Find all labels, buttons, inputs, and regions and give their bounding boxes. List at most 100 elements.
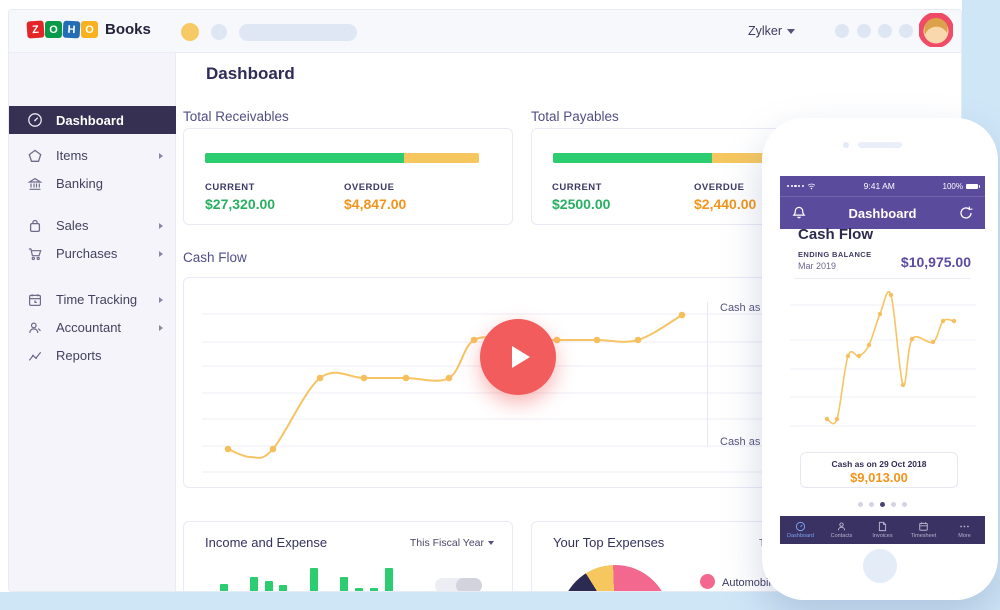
cashflow-side-label-top: Cash as o <box>720 302 770 314</box>
cashflow-section-label: Cash Flow <box>183 250 247 265</box>
document-icon <box>878 521 887 532</box>
bank-icon <box>27 177 43 190</box>
submenu-arrow-icon <box>159 296 163 303</box>
bell-icon[interactable] <box>791 205 807 221</box>
cashflow-side-label-bottom: Cash as o <box>720 436 770 448</box>
header-placeholder-pill <box>239 24 357 41</box>
gauge-icon <box>795 521 806 532</box>
tab-contacts[interactable]: Contacts <box>821 516 862 544</box>
sidebar-item-label: Dashboard <box>56 112 124 128</box>
header-icon-placeholder-3[interactable] <box>878 24 892 38</box>
fiscal-year-filter-label: This Fiscal Year <box>409 537 484 549</box>
overdue-amount: $4,847.00 <box>344 196 407 212</box>
phone-home-button[interactable] <box>863 549 897 583</box>
sidebar-item-label: Sales <box>56 218 89 233</box>
sidebar-item-label: Purchases <box>56 246 118 261</box>
sidebar-item-sales[interactable]: Sales <box>9 212 176 239</box>
income-expense-bar <box>385 568 393 591</box>
fiscal-year-filter[interactable]: This Fiscal Year <box>410 537 494 549</box>
phone-nav-bar: Dashboard <box>780 196 985 229</box>
phone-page-title: Dashboard <box>848 205 917 221</box>
refresh-icon[interactable] <box>958 205 974 221</box>
tab-label: Dashboard <box>787 533 814 539</box>
sidebar-item-label: Reports <box>56 348 102 363</box>
tab-label: Timesheet <box>910 533 937 539</box>
logo-product-name: Books <box>105 21 151 38</box>
page-dot <box>891 502 896 507</box>
legend-label: Automobile <box>722 577 778 589</box>
tab-timesheet[interactable]: Timesheet <box>903 516 944 544</box>
total-receivables-card: CURRENT $27,320.00 OVERDUE $4,847.00 <box>183 128 513 225</box>
submenu-arrow-icon <box>159 222 163 229</box>
receivables-section-label: Total Receivables <box>183 109 289 124</box>
sidebar-item-time-tracking[interactable]: Time Tracking <box>9 286 176 313</box>
tab-dashboard[interactable]: Dashboard <box>780 516 821 544</box>
logo-tile-h: H <box>62 20 81 39</box>
logo-tile-o1: O <box>45 21 62 38</box>
current-label: CURRENT <box>552 182 602 193</box>
tag-icon <box>28 149 42 162</box>
sidebar-item-label: Items <box>56 148 88 163</box>
sidebar-item-accountant[interactable]: Accountant <box>9 314 176 341</box>
header-placeholder-dot <box>211 24 227 40</box>
phone-camera-dot <box>843 142 849 148</box>
tab-label: More <box>958 533 971 539</box>
sidebar-item-label: Accountant <box>56 320 122 335</box>
ending-balance-amount: $10,975.00 <box>900 254 971 270</box>
page-title: Dashboard <box>206 64 295 83</box>
page-dot <box>902 502 907 507</box>
tab-more[interactable]: More <box>944 516 985 544</box>
user-avatar[interactable] <box>918 12 954 48</box>
video-play-button[interactable] <box>480 319 556 395</box>
carousel-page-dots <box>780 502 985 507</box>
top-expenses-title: Your Top Expenses <box>553 535 665 550</box>
cash-as-on-label: Cash as on 29 Oct 2018 <box>831 459 927 469</box>
zoho-books-logo[interactable]: Z O H O Books <box>26 20 151 39</box>
income-expense-bar <box>279 585 287 591</box>
page-dot <box>869 502 874 507</box>
battery-percent: 100% <box>942 181 963 191</box>
overdue-amount: $2,440.00 <box>694 196 757 212</box>
payables-meter <box>553 153 827 163</box>
payables-meter-current <box>553 153 712 163</box>
income-expense-bar <box>340 577 348 591</box>
top-bar: Z O H O Books Zylker <box>9 10 961 53</box>
income-expense-bar-chart <box>184 552 512 591</box>
mobile-app-mockup: 9:41 AM 100% Dashboard Cash Flow ENDING … <box>762 118 998 600</box>
tab-invoices[interactable]: Invoices <box>862 516 903 544</box>
sidebar-item-banking[interactable]: Banking <box>9 170 176 197</box>
phone-cashflow-title: Cash Flow <box>798 226 874 243</box>
signal-strength-icon <box>787 184 804 188</box>
sidebar-item-dashboard[interactable]: Dashboard <box>9 106 176 134</box>
header-icon-placeholder-1[interactable] <box>835 24 849 38</box>
tab-label: Contacts <box>830 533 853 539</box>
phone-divider <box>794 278 971 279</box>
bag-icon <box>29 219 41 232</box>
org-switcher[interactable]: Zylker <box>748 24 795 38</box>
header-placeholder-dot-yellow <box>181 23 199 41</box>
toggle-knob <box>456 578 482 591</box>
sidebar-item-purchases[interactable]: Purchases <box>9 240 176 267</box>
income-expense-bar <box>265 581 273 591</box>
sidebar-item-items[interactable]: Items <box>9 142 176 169</box>
income-expense-bar <box>250 577 258 591</box>
gauge-icon <box>28 113 42 127</box>
battery-icon <box>966 183 980 189</box>
page-background-bottom <box>0 592 1000 610</box>
sidebar-item-reports[interactable]: Reports <box>9 342 176 369</box>
cash-as-on-card[interactable]: Cash as on 29 Oct 2018 $9,013.00 <box>800 452 958 488</box>
income-expense-bar <box>355 588 363 591</box>
cart-icon <box>28 247 42 260</box>
sidebar-item-label: Banking <box>56 176 103 191</box>
phone-speaker <box>858 142 902 148</box>
app-window: Z O H O Books Zylker <box>8 9 962 592</box>
receivables-meter-current <box>205 153 404 163</box>
legend-color-dot <box>700 574 715 589</box>
accrual-cash-toggle[interactable] <box>435 578 482 591</box>
submenu-arrow-icon <box>159 324 163 331</box>
income-expense-card: Income and Expense This Fiscal Year <box>183 521 513 591</box>
header-icon-placeholder-2[interactable] <box>857 24 871 38</box>
logo-tile-z: Z <box>26 20 45 39</box>
header-icon-placeholder-4[interactable] <box>899 24 913 38</box>
